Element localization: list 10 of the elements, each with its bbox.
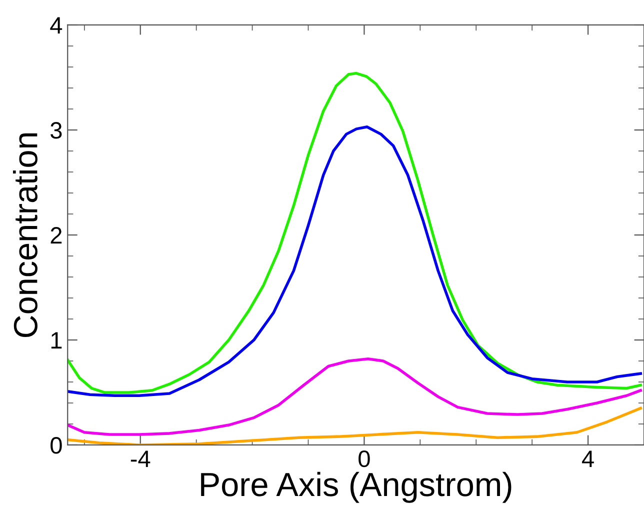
y-tick-label: 2 xyxy=(50,227,62,244)
y-tick-label: 3 xyxy=(50,122,62,139)
y-axis-title: Concentration xyxy=(13,133,38,338)
y-tick-label: 4 xyxy=(50,17,62,34)
x-axis-title: Pore Axis (Angstrom) xyxy=(201,472,512,503)
x-tick-label: -4 xyxy=(130,450,150,467)
x-tick-label: 0 xyxy=(358,450,370,468)
y-tick-label: 0 xyxy=(50,437,62,454)
x-tick-label: 4 xyxy=(582,450,594,467)
y-tick-label: 1 xyxy=(51,332,62,349)
